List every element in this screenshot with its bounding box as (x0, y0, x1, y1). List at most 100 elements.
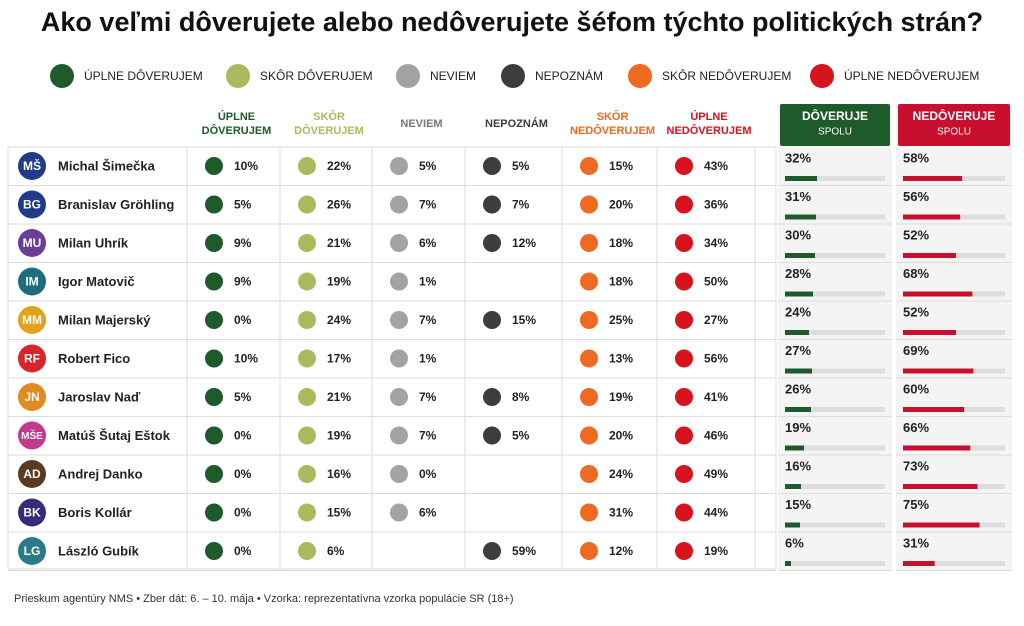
cell-dot (580, 388, 598, 406)
title: Ako veľmi dôverujete alebo nedôverujete … (41, 7, 983, 37)
cell-value: 9% (234, 275, 252, 289)
bar (903, 214, 961, 220)
cell-dot (580, 349, 598, 368)
avatar-initials: AD (23, 467, 41, 481)
cell-dot (298, 388, 316, 406)
cell-value: 46% (704, 429, 728, 443)
bar (903, 484, 978, 489)
cell-value: 0% (234, 544, 252, 558)
bar-track (785, 368, 885, 374)
cell-dot (483, 542, 501, 560)
bar (903, 445, 971, 451)
cell-dot (298, 349, 316, 368)
cell-value: 26% (327, 198, 351, 212)
person-name: Branislav Gröhling (58, 197, 174, 212)
cell-dot (675, 311, 693, 329)
person-name: László Gubík (58, 543, 140, 558)
cell-dot (205, 157, 223, 175)
table-frame (7, 146, 777, 570)
total-value: 24% (785, 304, 811, 319)
bar (785, 522, 800, 528)
cell-dot (580, 195, 598, 214)
cell-dot (390, 388, 408, 406)
legend-label: SKÔR NEDÔVERUJEM (662, 68, 791, 83)
total-column-bg (778, 104, 892, 570)
bar (785, 214, 816, 220)
avatar (18, 460, 46, 488)
cell-value: 6% (419, 236, 437, 250)
cell-value: 6% (419, 506, 437, 520)
cell-dot (675, 426, 693, 445)
bar (903, 253, 957, 258)
total-value: 58% (903, 150, 929, 165)
column-header: DÔVERUJEM (294, 124, 364, 137)
bar-track (785, 522, 885, 528)
cell-value: 24% (609, 467, 633, 481)
cell-dot (580, 234, 598, 252)
cell-value: 21% (327, 390, 351, 404)
cell-value: 15% (327, 506, 351, 520)
cell-dot (205, 349, 223, 368)
cell-dot (298, 542, 316, 560)
cell-value: 6% (327, 544, 345, 558)
cell-value: 59% (512, 544, 536, 558)
cell-value: 5% (419, 159, 437, 173)
avatar-initials: BG (23, 198, 41, 212)
total-value: 27% (785, 343, 811, 358)
cell-dot (390, 272, 408, 291)
total-value: 52% (903, 304, 929, 319)
cell-value: 0% (419, 467, 437, 481)
total-value: 26% (785, 381, 811, 396)
bar-track (785, 407, 885, 412)
avatar (18, 344, 46, 373)
avatar-initials: MŠE (21, 429, 43, 442)
bar (903, 176, 963, 181)
cell-value: 44% (704, 506, 728, 520)
bar-track (785, 330, 885, 335)
cell-dot (675, 465, 693, 483)
cell-dot (675, 157, 693, 175)
bar (903, 522, 980, 528)
total-value: 73% (903, 458, 929, 473)
cell-value: 1% (419, 352, 437, 366)
cell-dot (298, 503, 316, 522)
cell-value: 5% (234, 390, 252, 404)
column-header: NEDÔVERUJEM (667, 124, 752, 137)
cell-dot (483, 311, 501, 329)
legend-label: ÚPLNE NEDÔVERUJEM (844, 68, 979, 83)
cell-dot (580, 542, 598, 560)
cell-dot (205, 272, 223, 291)
bar (903, 407, 965, 412)
cell-dot (298, 234, 316, 252)
avatar (18, 190, 46, 219)
person-name: Andrej Danko (58, 466, 143, 481)
cell-dot (298, 311, 316, 329)
avatar-initials: RF (24, 352, 40, 366)
bar (903, 291, 973, 297)
cell-value: 10% (234, 352, 258, 366)
bar (785, 368, 812, 374)
cell-value: 24% (327, 313, 351, 327)
column-header: ÚPLNE (690, 110, 727, 123)
cell-value: 19% (609, 390, 633, 404)
cell-dot (580, 465, 598, 483)
legend-icon (628, 64, 652, 88)
avatar (18, 267, 46, 296)
cell-value: 31% (609, 506, 633, 520)
cell-value: 41% (704, 390, 728, 404)
total-value: 31% (785, 189, 811, 204)
cell-value: 17% (327, 352, 351, 366)
cell-value: 7% (419, 198, 437, 212)
cell-dot (580, 426, 598, 445)
cell-dot (675, 195, 693, 214)
total-header-subtitle: SPOLU (818, 127, 852, 138)
cell-value: 9% (234, 236, 252, 250)
cell-value: 27% (704, 313, 728, 327)
cell-value: 7% (419, 429, 437, 443)
cell-value: 5% (512, 429, 530, 443)
total-value: 16% (785, 458, 811, 473)
cell-dot (298, 195, 316, 214)
cell-value: 18% (609, 236, 633, 250)
